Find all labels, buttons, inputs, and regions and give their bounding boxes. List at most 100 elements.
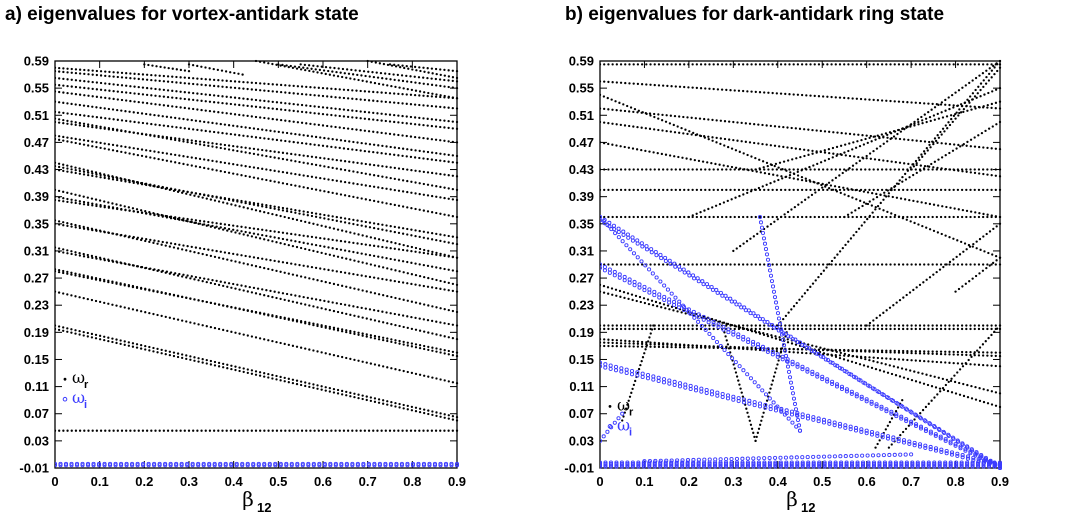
real-eigenvalue-point [374,61,377,64]
real-eigenvalue-point [729,188,732,192]
real-eigenvalue-point [166,95,170,99]
real-eigenvalue-point [209,325,213,329]
real-eigenvalue-point [150,87,153,90]
real-eigenvalue-point [232,172,235,175]
real-eigenvalue-point [194,192,198,195]
real-eigenvalue-point [116,429,119,432]
real-eigenvalue-point [792,305,796,308]
real-eigenvalue-point [822,348,825,351]
real-eigenvalue-point [244,230,247,234]
y-tick-label: 0.55 [24,81,49,96]
real-eigenvalue-point [683,327,686,331]
real-eigenvalue-point [677,155,680,159]
real-eigenvalue-point [607,108,610,111]
real-eigenvalue-point [55,83,57,86]
imag-eigenvalue-point [141,461,146,466]
real-eigenvalue-point [624,63,627,66]
real-eigenvalue-point [316,250,319,254]
real-eigenvalue-point [885,327,888,331]
real-eigenvalue-point [746,263,749,266]
real-eigenvalue-point [845,169,848,172]
real-eigenvalue-point [698,117,702,120]
real-eigenvalue-point [375,71,378,74]
real-eigenvalue-point [181,248,184,251]
real-eigenvalue-point [267,100,270,103]
real-eigenvalue-point [317,86,320,89]
imag-eigenvalue-point [405,461,410,466]
real-eigenvalue-point [211,195,214,198]
real-eigenvalue-point [418,170,421,173]
real-eigenvalue-point [363,90,367,93]
real-eigenvalue-point [273,207,276,210]
real-eigenvalue-point [396,73,399,77]
real-eigenvalue-point [74,272,77,275]
real-eigenvalue-point [339,239,343,243]
real-eigenvalue-point [917,156,920,159]
real-eigenvalue-point [834,63,837,66]
real-eigenvalue-point [334,114,337,117]
y-tick-label: 0.43 [24,162,49,177]
real-eigenvalue-point [902,168,905,171]
real-eigenvalue-point [306,186,309,190]
real-eigenvalue-point [364,275,367,278]
real-eigenvalue-point [788,63,791,66]
real-eigenvalue-point [360,274,363,277]
real-eigenvalue-point [661,129,664,132]
real-eigenvalue-point [66,136,69,139]
real-eigenvalue-point [780,175,783,178]
real-eigenvalue-point [107,205,111,208]
real-eigenvalue-point [910,188,913,192]
real-eigenvalue-point [309,143,312,146]
real-eigenvalue-point [82,334,85,337]
real-eigenvalue-point [893,349,896,353]
imag-eigenvalue-point [410,463,415,468]
real-eigenvalue-point [131,345,135,348]
real-eigenvalue-point [124,208,127,211]
real-eigenvalue-point [607,63,610,66]
real-eigenvalue-point [294,233,297,236]
real-eigenvalue-point [365,361,368,364]
imag-eigenvalue-point [322,461,327,466]
real-eigenvalue-point [910,215,913,219]
real-eigenvalue-point [749,237,752,240]
real-eigenvalue-point [187,107,191,110]
real-eigenvalue-point [401,232,405,235]
real-eigenvalue-point [181,319,184,322]
real-eigenvalue-point [327,246,330,249]
real-eigenvalue-point [897,263,901,266]
real-eigenvalue-point [406,168,409,171]
real-eigenvalue-point [207,194,210,198]
real-eigenvalue-point [443,379,446,382]
real-eigenvalue-point [657,188,661,192]
real-eigenvalue-point [932,166,935,169]
real-eigenvalue-point [952,63,955,66]
real-eigenvalue-point [638,295,642,299]
real-eigenvalue-point [834,96,837,99]
real-eigenvalue-point [730,147,734,150]
real-eigenvalue-point [406,315,409,318]
real-eigenvalue-point [742,263,745,266]
real-eigenvalue-point [839,191,842,195]
real-eigenvalue-point [628,82,631,85]
real-eigenvalue-point [426,264,430,268]
real-eigenvalue-point [275,296,278,300]
real-eigenvalue-point [961,208,965,212]
real-eigenvalue-point [91,69,94,72]
imag-eigenvalue-point [174,461,179,466]
real-eigenvalue-point [381,186,384,190]
real-eigenvalue-point [607,324,610,327]
real-eigenvalue-point [132,210,135,213]
real-eigenvalue-point [112,97,115,101]
real-eigenvalue-point [86,335,89,338]
real-eigenvalue-point [455,80,459,83]
real-eigenvalue-point [62,169,65,173]
real-eigenvalue-point [388,132,392,136]
real-eigenvalue-point [718,202,722,206]
real-eigenvalue-point [410,80,413,84]
real-eigenvalue-point [98,199,102,202]
real-eigenvalue-point [414,328,418,331]
real-eigenvalue-point [666,345,669,349]
real-eigenvalue-point [414,234,417,238]
real-eigenvalue-point [326,113,329,116]
real-eigenvalue-point [248,147,251,150]
